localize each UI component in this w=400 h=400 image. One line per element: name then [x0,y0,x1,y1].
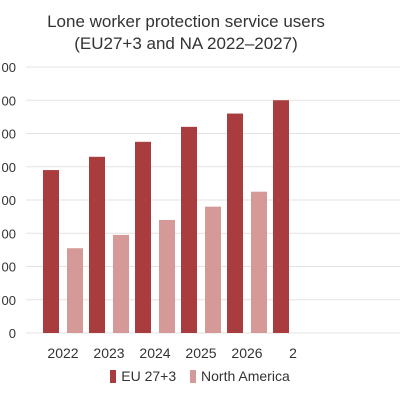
chart-title-line-2: (EU27+3 and NA 2022–2027) [74,34,298,53]
bar-eu-2027 [273,100,289,333]
y-tick-label: 00 [2,193,16,208]
bar-na-2024 [159,219,175,333]
bar-na-2023 [113,234,129,333]
y-tick-label: 0 [9,326,16,341]
y-tick-label: 00 [2,226,16,241]
x-tick-label: 2024 [139,345,170,361]
y-tick-label: 00 [2,160,16,175]
y-tick-label: 00 [2,93,16,108]
bar-eu-2025 [181,126,197,333]
y-tick-label: 00 [2,293,16,308]
legend-label-eu: EU 27+3 [121,368,177,384]
legend-item-eu: EU 27+3 [110,368,176,384]
bar-eu-2023 [89,156,105,333]
x-tick-label: 2023 [93,345,124,361]
bar-na-2026 [251,191,267,333]
bar-eu-2024 [135,141,151,333]
x-tick-label: 2025 [185,345,216,361]
x-tick-label: 2026 [231,345,262,361]
x-tick-label: 2022 [47,345,78,361]
legend-label-na: North America [201,368,290,384]
bar-eu-2026 [227,113,243,333]
legend: EU 27+3 North America [0,368,400,386]
legend-swatch-na [190,369,197,383]
y-tick-label: 00 [2,60,16,75]
bar-eu-2022 [43,170,59,333]
y-tick-label: 00 [2,127,16,142]
x-tick-label: 2 [289,345,297,361]
y-tick-label: 00 [2,260,16,275]
bar-na-2022 [67,248,83,333]
legend-item-na: North America [190,368,290,384]
bar-na-2025 [205,206,221,333]
chart-title-line-1: Lone worker protection service users [47,12,325,31]
legend-swatch-eu [110,369,117,383]
